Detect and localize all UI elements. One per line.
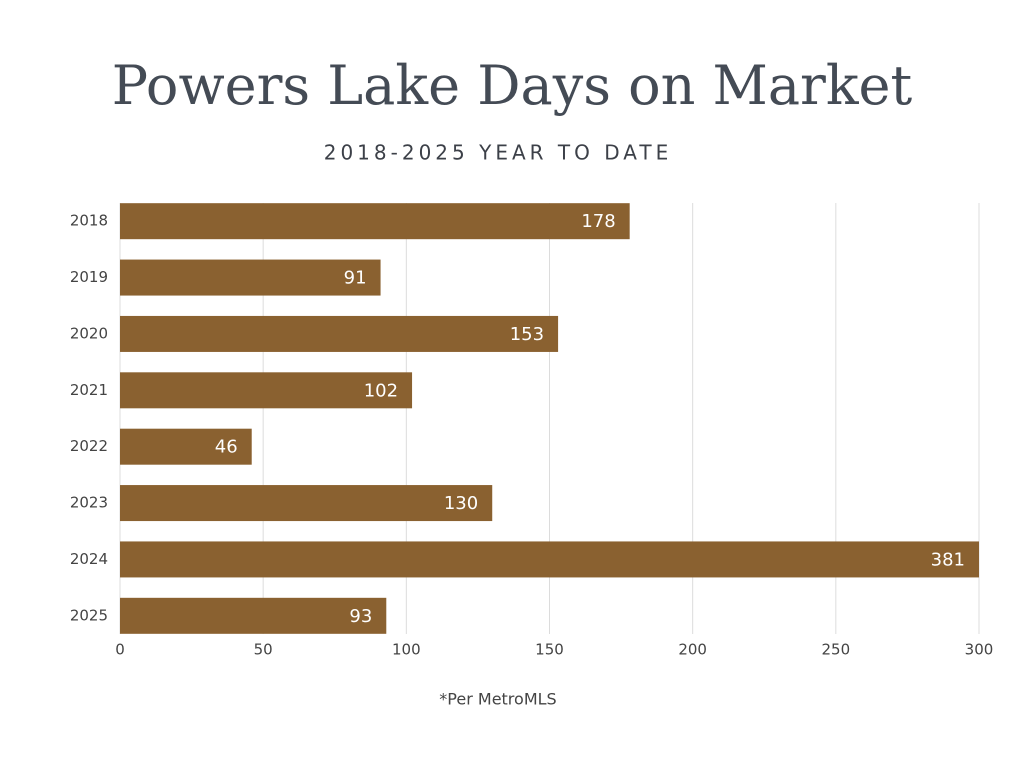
chart-title: Powers Lake Days on Market (112, 54, 913, 117)
y-tick-label: 2025 (70, 606, 108, 624)
value-label: 93 (349, 606, 372, 627)
bar (120, 315, 559, 352)
value-label: 381 (931, 549, 965, 570)
x-tick-label: 0 (115, 641, 125, 659)
x-tick-label: 50 (254, 641, 273, 659)
x-tick-label: 250 (822, 641, 851, 659)
bar (120, 541, 979, 578)
x-tick-label: 150 (535, 641, 564, 659)
y-tick-label: 2021 (70, 381, 108, 399)
bars (120, 203, 979, 634)
bar (120, 597, 387, 634)
bar (120, 259, 381, 296)
y-tick-label: 2018 (70, 212, 108, 230)
value-label: 130 (444, 493, 478, 514)
y-tick-label: 2024 (70, 550, 108, 568)
bar (120, 203, 630, 240)
footnote: *Per MetroMLS (439, 690, 556, 709)
value-label: 153 (510, 324, 544, 345)
y-tick-label: 2019 (70, 268, 108, 286)
x-tick-label: 100 (392, 641, 421, 659)
value-label: 178 (581, 211, 615, 232)
y-tick-label: 2020 (70, 324, 108, 342)
chart-subtitle: 2018-2025 YEAR TO DATE (324, 141, 673, 165)
labels: 0 50 100 150 200 250 300 2018 178 2019 91 2020 153 20… (70, 211, 994, 658)
y-tick-label: 2022 (70, 437, 108, 455)
value-label: 102 (364, 380, 398, 401)
y-tick-label: 2023 (70, 494, 108, 512)
value-label: 46 (215, 437, 238, 458)
x-tick-label: 300 (965, 641, 994, 659)
x-tick-label: 200 (678, 641, 707, 659)
value-label: 91 (344, 268, 367, 289)
bar (120, 372, 413, 409)
bar (120, 485, 493, 522)
bar (120, 428, 252, 465)
